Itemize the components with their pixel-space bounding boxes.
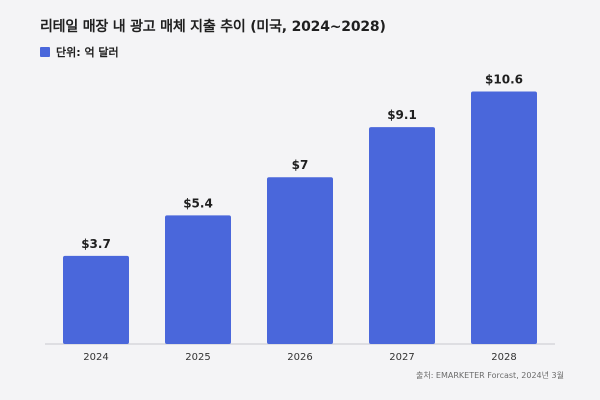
legend-swatch — [40, 47, 50, 57]
bar-2026 — [267, 177, 333, 344]
source-note: 출처: EMARKETER Forcast, 2024년 3월 — [415, 371, 564, 380]
legend-label: 단위: 억 달러 — [56, 46, 119, 59]
x-tick-label-2026: 2026 — [287, 352, 312, 363]
data-label-2025: $5.4 — [183, 196, 213, 210]
data-label-2024: $3.7 — [81, 237, 111, 251]
bar-2028 — [471, 91, 537, 344]
x-tick-label-2024: 2024 — [83, 352, 108, 363]
data-label-2028: $10.6 — [485, 72, 523, 86]
legend: 단위: 억 달러 — [40, 44, 119, 60]
data-label-2026: $7 — [292, 158, 309, 172]
chart-title: 리테일 매장 내 광고 매체 지출 추이 (미국, 2024~2028) — [40, 19, 386, 35]
data-label-2027: $9.1 — [387, 108, 417, 122]
x-tick-label-2028: 2028 — [491, 352, 516, 363]
x-tick-label-2025: 2025 — [185, 352, 210, 363]
bar-2024 — [63, 255, 129, 344]
bar-2027 — [369, 127, 435, 344]
x-tick-label-2027: 2027 — [389, 352, 414, 363]
bar-2025 — [165, 215, 231, 344]
